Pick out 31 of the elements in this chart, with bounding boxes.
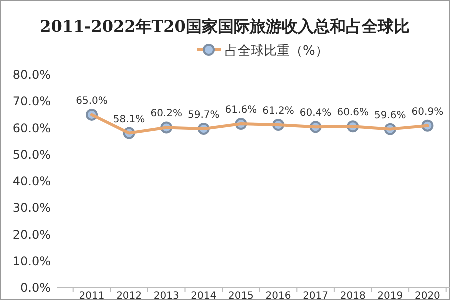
x-tick-label: 2017 xyxy=(303,291,329,300)
x-tick-label: 2018 xyxy=(340,291,366,300)
x-tick-label: 2014 xyxy=(191,291,217,300)
data-label: 60.2% xyxy=(150,108,182,120)
data-label: 60.9% xyxy=(412,106,444,118)
y-tick-label: 20.0% xyxy=(12,228,51,242)
data-label: 65.0% xyxy=(76,96,108,107)
x-tick-label: 2016 xyxy=(266,291,292,300)
x-tick-label: 2013 xyxy=(154,291,180,300)
y-tick-label: 0.0% xyxy=(20,281,51,295)
data-label: 58.1% xyxy=(113,114,146,126)
y-tick-label: 30.0% xyxy=(12,201,51,216)
y-tick-label: 60.0% xyxy=(12,121,51,136)
x-tick-label: 2019 xyxy=(378,291,404,300)
x-tick-label: 2012 xyxy=(116,291,142,300)
data-label: 60.6% xyxy=(337,108,369,119)
y-tick-label: 70.0% xyxy=(12,94,51,109)
x-tick-label: 2015 xyxy=(228,291,254,300)
y-tick-label: 10.0% xyxy=(12,254,51,268)
legend-label: 占全球比重（%） xyxy=(225,44,328,59)
chart-title: 2011-2022年T20国家国际旅游收入总和占全球比 xyxy=(40,17,410,36)
x-tick-label: 2020 xyxy=(414,291,440,300)
data-label: 61.6% xyxy=(225,104,258,116)
y-tick-label: 50.0% xyxy=(12,148,51,162)
x-tick-label: 2011 xyxy=(79,291,105,300)
data-label: 59.7% xyxy=(188,110,220,122)
data-label: 59.6% xyxy=(374,110,406,122)
data-label: 60.4% xyxy=(300,108,332,120)
data-label: 61.2% xyxy=(262,106,294,118)
y-tick-label: 40.0% xyxy=(12,174,51,188)
y-tick-label: 80.0% xyxy=(12,68,51,82)
